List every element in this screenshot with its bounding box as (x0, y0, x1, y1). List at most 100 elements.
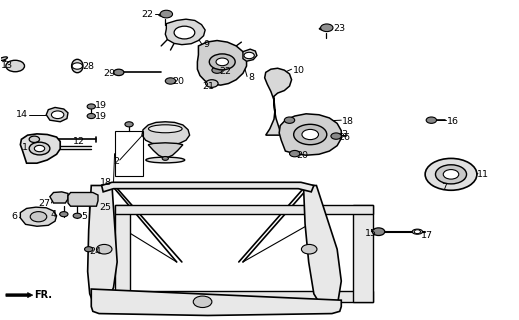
Text: 19: 19 (95, 113, 107, 122)
Polygon shape (265, 68, 292, 135)
Ellipse shape (210, 69, 221, 72)
Polygon shape (197, 41, 247, 85)
Circle shape (97, 244, 112, 254)
Text: 6: 6 (11, 212, 17, 221)
Circle shape (73, 213, 81, 218)
Polygon shape (91, 289, 342, 316)
Circle shape (302, 129, 319, 140)
Circle shape (294, 124, 327, 145)
Polygon shape (50, 192, 68, 203)
Circle shape (87, 114, 95, 119)
Polygon shape (142, 122, 189, 145)
Text: 11: 11 (477, 170, 489, 179)
Circle shape (435, 165, 467, 184)
Polygon shape (279, 114, 342, 155)
Text: 2: 2 (114, 157, 120, 166)
Text: 18: 18 (100, 179, 112, 188)
Polygon shape (88, 186, 117, 307)
Text: 21: 21 (202, 82, 214, 91)
Text: 17: 17 (421, 231, 433, 240)
Ellipse shape (159, 13, 172, 17)
Circle shape (162, 156, 168, 160)
Circle shape (125, 122, 133, 127)
Text: 12: 12 (73, 137, 85, 146)
Ellipse shape (148, 125, 182, 133)
Circle shape (30, 212, 47, 222)
Text: 1: 1 (22, 143, 28, 152)
Circle shape (414, 230, 420, 234)
Polygon shape (353, 204, 373, 302)
Circle shape (29, 142, 50, 155)
Text: 7: 7 (441, 183, 447, 192)
Polygon shape (165, 19, 205, 45)
Circle shape (209, 54, 235, 70)
Circle shape (174, 26, 195, 39)
Text: 5: 5 (81, 212, 87, 221)
Circle shape (425, 158, 477, 190)
Circle shape (60, 212, 68, 217)
Text: 13: 13 (1, 60, 13, 69)
Circle shape (212, 67, 222, 73)
Circle shape (443, 170, 459, 179)
Polygon shape (115, 291, 373, 302)
Circle shape (372, 228, 385, 236)
Polygon shape (459, 169, 464, 179)
Ellipse shape (72, 59, 83, 73)
Text: 26: 26 (338, 132, 350, 141)
Circle shape (114, 69, 124, 76)
Polygon shape (6, 292, 33, 298)
Circle shape (290, 150, 300, 157)
Text: 22: 22 (141, 10, 154, 19)
Polygon shape (20, 207, 57, 226)
Text: 3: 3 (342, 130, 347, 139)
Circle shape (216, 58, 228, 66)
Text: 24: 24 (90, 247, 102, 256)
Ellipse shape (146, 157, 185, 163)
Circle shape (29, 136, 39, 142)
Text: 15: 15 (364, 229, 376, 238)
Text: 29: 29 (104, 69, 116, 78)
Polygon shape (46, 108, 68, 122)
Circle shape (165, 78, 175, 84)
Circle shape (160, 10, 172, 18)
Text: 4: 4 (50, 210, 57, 219)
Text: 10: 10 (293, 66, 305, 75)
Text: FR.: FR. (34, 290, 52, 300)
Text: 28: 28 (83, 62, 94, 71)
Text: 19: 19 (95, 101, 107, 110)
Polygon shape (438, 169, 443, 179)
Circle shape (206, 80, 218, 87)
Circle shape (331, 133, 342, 139)
Circle shape (34, 145, 45, 152)
Text: 23: 23 (333, 24, 345, 33)
Circle shape (302, 244, 317, 254)
Polygon shape (115, 204, 373, 214)
Circle shape (85, 247, 93, 252)
Text: 20: 20 (297, 151, 309, 160)
Ellipse shape (319, 27, 332, 30)
Circle shape (284, 117, 295, 123)
Text: 8: 8 (248, 73, 254, 82)
Circle shape (321, 24, 333, 32)
Text: 16: 16 (447, 116, 459, 126)
Polygon shape (68, 193, 98, 206)
Text: 18: 18 (343, 116, 354, 126)
Polygon shape (148, 143, 183, 158)
Polygon shape (20, 134, 60, 163)
Circle shape (244, 52, 254, 59)
Circle shape (426, 117, 436, 123)
Text: 20: 20 (172, 77, 185, 86)
Polygon shape (243, 49, 257, 61)
Text: 27: 27 (38, 199, 50, 208)
Circle shape (72, 63, 83, 69)
Text: 9: 9 (203, 40, 210, 49)
Circle shape (193, 296, 212, 308)
Ellipse shape (0, 57, 7, 60)
Circle shape (87, 104, 95, 109)
Text: 22: 22 (219, 67, 231, 76)
Polygon shape (296, 186, 342, 307)
Text: 14: 14 (16, 110, 28, 119)
Text: 25: 25 (99, 203, 111, 212)
Polygon shape (102, 182, 314, 192)
Circle shape (51, 111, 64, 119)
